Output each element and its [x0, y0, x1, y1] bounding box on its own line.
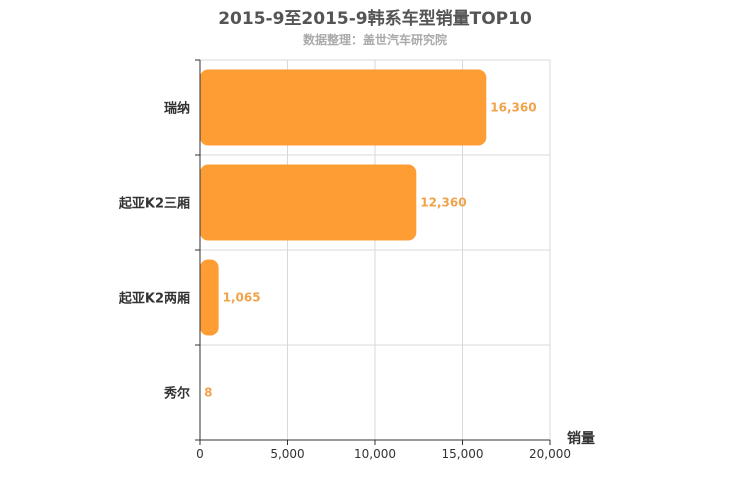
category-label: 瑞纳	[164, 101, 190, 117]
chart-title: 2015-9至2015-9韩系车型销量TOP10	[218, 9, 532, 29]
x-tick-label: 0	[196, 447, 204, 461]
category-label: 起亚K2三厢	[118, 196, 190, 212]
category-label: 起亚K2两厢	[118, 291, 190, 307]
bar[interactable]	[200, 259, 219, 336]
bar[interactable]	[200, 69, 487, 146]
x-tick-label: 5,000	[270, 447, 304, 461]
data-label: 1,065	[223, 291, 261, 305]
bar-layer: 16,360 12,360 1,065 8	[200, 69, 537, 400]
bar[interactable]	[200, 164, 417, 241]
x-tick-label: 20,000	[529, 447, 571, 461]
x-tick-label: 15,000	[442, 447, 484, 461]
data-label: 12,360	[420, 196, 466, 210]
x-axis-title: 销量	[567, 430, 595, 447]
data-label: 8	[204, 386, 212, 400]
chart-subtitle: 数据整理：盖世汽车研究院	[302, 33, 447, 47]
category-label: 秀尔	[163, 386, 190, 402]
data-label: 16,360	[490, 101, 536, 115]
x-tick-label: 10,000	[354, 447, 396, 461]
